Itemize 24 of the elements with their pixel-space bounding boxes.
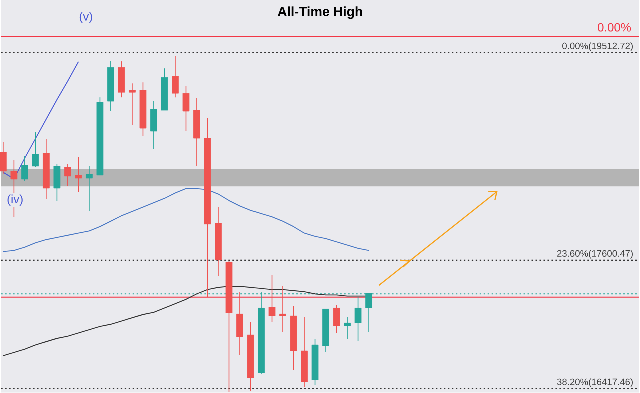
candlestick (280, 286, 286, 333)
candlestick (344, 316, 351, 340)
candlestick (75, 157, 82, 193)
candlestick (22, 156, 28, 182)
candlestick (150, 101, 158, 150)
annotation: (v) (80, 12, 92, 24)
candlestick (32, 132, 40, 168)
ref-line-label: 0.00%(19512.72) (562, 42, 633, 52)
candlestick (268, 274, 276, 323)
candlestick (236, 292, 244, 356)
candlestick (0, 142, 7, 175)
ref-line-label: 38.20%(16417.46) (557, 378, 633, 388)
ref-line-label: 23.60%(17600.47) (557, 250, 633, 259)
candlestick (86, 166, 93, 212)
text: 0.00% (598, 23, 632, 32)
candlestick (354, 296, 362, 342)
candlestick (182, 86, 190, 132)
candlestick (333, 304, 340, 334)
chart-title: All-Time High (278, 6, 362, 20)
candlestick (64, 164, 72, 187)
candlestick (54, 164, 61, 202)
candlestick (172, 56, 179, 98)
annotation: (iv) (8, 194, 23, 206)
candlestick (129, 83, 136, 126)
